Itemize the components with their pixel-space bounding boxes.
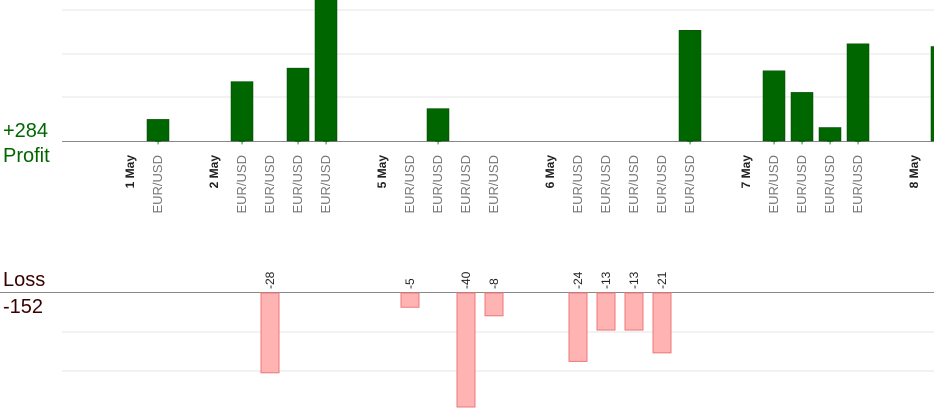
pair-label: EUR/USD [430, 155, 445, 214]
pair-label: EUR/USD [290, 155, 305, 214]
profit-value-label: +12 [431, 124, 445, 145]
pair-label: EUR/USD [486, 155, 501, 214]
profit-bar [818, 127, 842, 142]
pair-label: EUR/USD [570, 155, 585, 214]
profit-value-label: +36 [851, 124, 865, 145]
pair-label: EUR/USD [822, 155, 837, 214]
profit-bar [762, 70, 786, 142]
loss-value-label: -21 [655, 271, 669, 289]
pair-label: EUR/USD [234, 155, 249, 214]
loss-value-label: -8 [487, 278, 501, 289]
profit-label: Profit [3, 145, 50, 167]
profit-value-label: +18 [795, 124, 809, 145]
profit-value-label: +41 [683, 124, 697, 145]
loss-bar [484, 292, 504, 317]
pair-label: EUR/USD [598, 155, 613, 214]
pair-label: EUR/USD [682, 155, 697, 214]
profit-value-label: +22 [235, 124, 249, 145]
profit-bar [314, 0, 338, 142]
loss-bar [456, 292, 476, 408]
loss-bar [596, 292, 616, 331]
loss-bar [624, 292, 644, 331]
pair-label: EUR/USD [402, 155, 417, 214]
pair-label: EUR/USD [626, 155, 641, 214]
loss-value-label: -13 [599, 271, 613, 289]
profit-bar [678, 30, 702, 142]
loss-bar [568, 292, 588, 362]
pair-label: EUR/USD [850, 155, 865, 214]
pair-label: EUR/USD [318, 155, 333, 214]
profit-bar [930, 46, 934, 142]
pair-label: EUR/USD [150, 155, 165, 214]
pair-label: EUR/USD [766, 155, 781, 214]
loss-value-label: -24 [571, 271, 585, 289]
profit-total: +284 [3, 120, 49, 142]
pair-label: EUR/USD [794, 155, 809, 214]
profit-bar [790, 92, 814, 142]
profit-value-label: +54 [319, 124, 333, 145]
profit-bar [230, 81, 254, 142]
loss-value-label: -13 [627, 271, 641, 289]
profit-bar [426, 108, 450, 142]
profit-bar [846, 43, 870, 142]
date-label: 2 May [207, 155, 221, 189]
loss-value-label: -40 [459, 271, 473, 289]
pair-label: EUR/USD [458, 155, 473, 214]
date-label: 1 May [123, 155, 137, 189]
loss-value-label: -28 [263, 271, 277, 289]
date-label: 8 May [907, 155, 921, 189]
date-label: 5 May [375, 155, 389, 189]
loss-bar [652, 292, 672, 354]
loss-label: Loss [3, 269, 46, 291]
profit-value-label: +8 [151, 131, 165, 145]
pair-label: EUR/USD [262, 155, 277, 214]
loss-bar [400, 292, 420, 308]
profit-bar [286, 67, 310, 142]
date-label: 6 May [543, 155, 557, 189]
loss-bar [260, 292, 280, 374]
date-label: 7 May [739, 155, 753, 189]
profit-value-label: +5 [823, 131, 837, 145]
profit-bar [146, 119, 170, 142]
profit-value-label: +27 [291, 124, 305, 145]
pair-label: EUR/USD [654, 155, 669, 214]
profit-value-label: +26 [767, 124, 781, 145]
loss-total: -152 [3, 296, 44, 318]
loss-value-label: -5 [403, 278, 417, 289]
